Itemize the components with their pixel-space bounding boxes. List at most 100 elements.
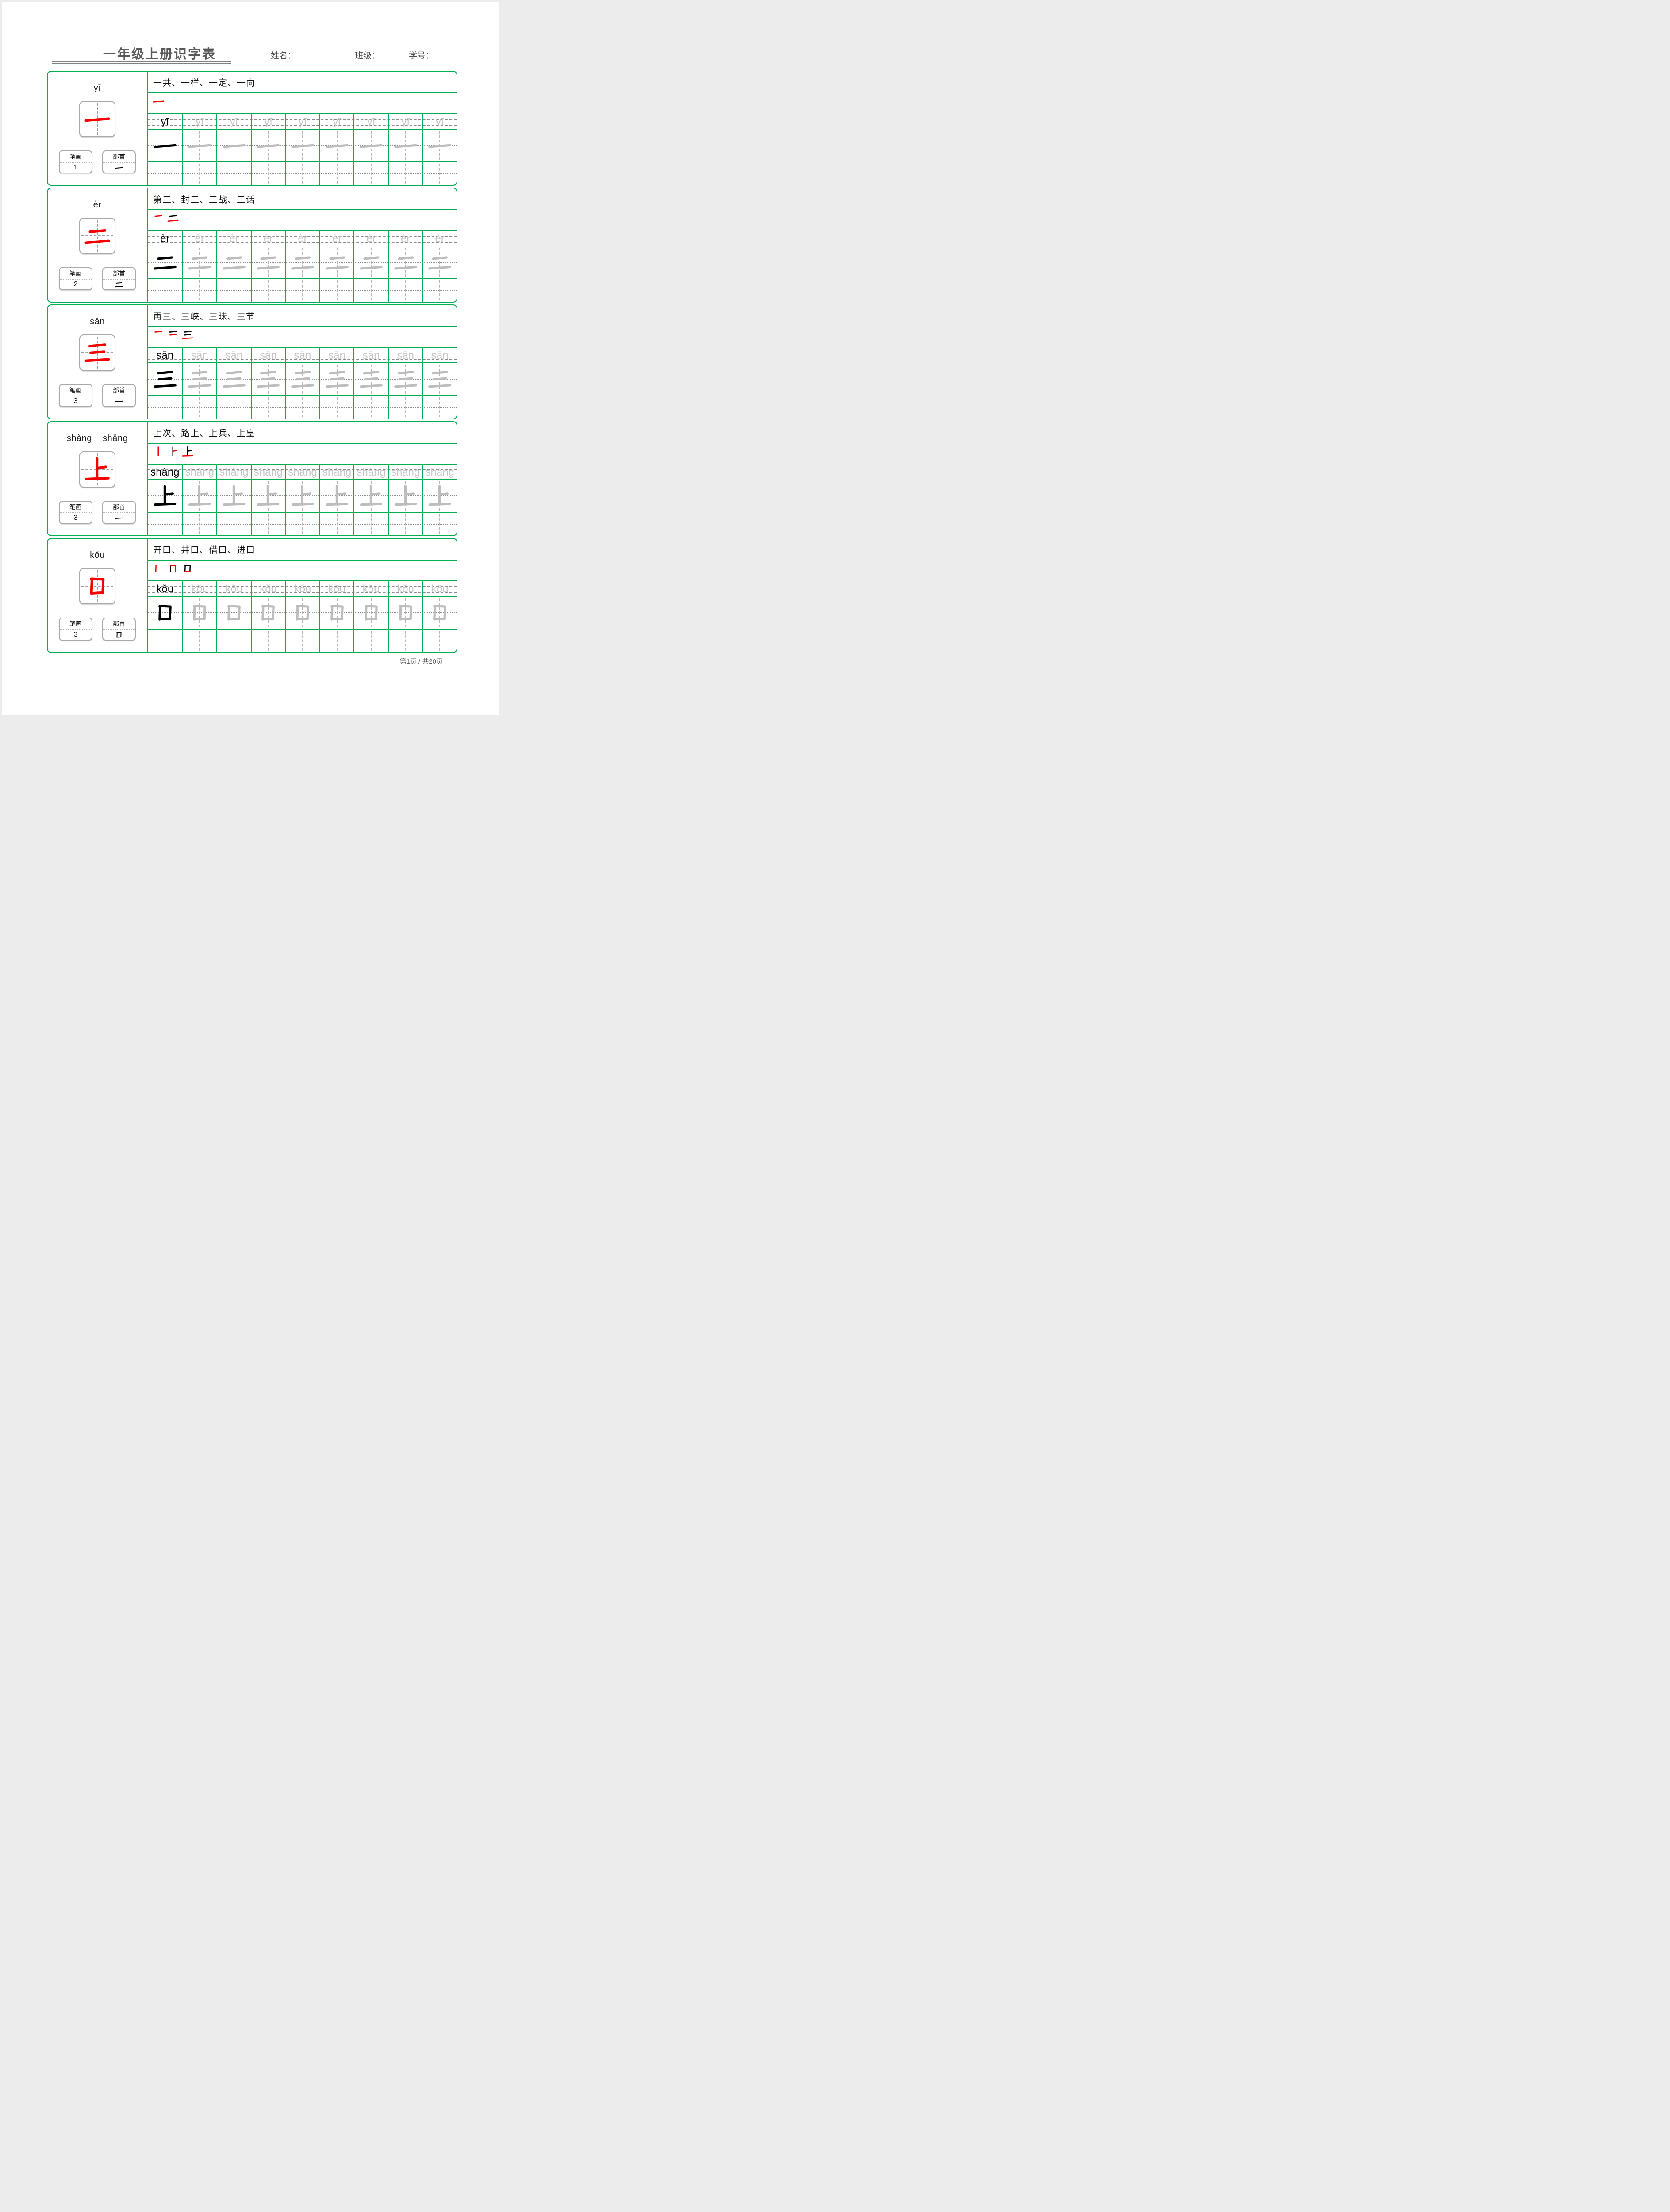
pinyin-practice-cell: yī	[216, 114, 251, 129]
pinyin-practice-cell: shàng	[150, 466, 180, 478]
page-background: 一年级上册识字表 姓名： 班级： 学号： yī	[2, 2, 499, 715]
card-summary-panel: yī 笔画 1 部首	[48, 72, 147, 185]
pinyin-practice-cell: kǒu	[216, 581, 251, 596]
box-horizontal-dash	[81, 586, 113, 587]
pinyin-practice-cell: shàng	[250, 465, 285, 479]
example-words: 第二、封二、二战、二话	[153, 195, 255, 205]
pinyin-practice-cell: sān	[250, 348, 285, 362]
card-info-row: 笔画 3 部首	[59, 384, 136, 407]
class-underline	[380, 51, 403, 61]
pinyin-practice-cell: kǒu	[156, 583, 174, 595]
blank-practice-cell	[250, 279, 285, 302]
character-box	[79, 451, 115, 488]
stroke-count-label: 笔画	[60, 502, 92, 513]
character-practice-cell	[182, 597, 217, 629]
name-underline	[296, 51, 349, 61]
card-pinyin: shàng shǎng	[66, 434, 128, 443]
character-practice-cell	[422, 246, 457, 278]
blank-practice-cell	[216, 630, 251, 652]
blank-practice-row	[148, 512, 457, 535]
character-practice-cell	[182, 246, 217, 278]
pinyin-guide-line	[148, 359, 457, 360]
blank-practice-cell	[353, 513, 388, 535]
blank-practice-cell	[250, 396, 285, 419]
card-pinyin: kǒu	[90, 550, 105, 560]
stroke-count-box: 笔画 1	[59, 150, 92, 173]
character-practice-cell	[422, 363, 457, 395]
card-practice-panel: 第二、封二、二战、二话 èr èr èr èr èr èr èr èr èr	[147, 188, 457, 302]
pinyin-practice-cell: shàng	[319, 465, 354, 479]
stroke-order-step	[152, 329, 165, 346]
blank-practice-cell	[250, 513, 285, 535]
blank-practice-cell	[148, 396, 182, 419]
pinyin-practice-cell: èr	[182, 231, 217, 246]
stroke-order-step	[152, 212, 165, 230]
pinyin-practice-cell: èr	[250, 231, 285, 246]
blank-practice-cell	[285, 396, 319, 419]
character-practice-cell	[353, 363, 388, 395]
character-card: èr 笔画 2 部首 第二、封二、二战、二话	[47, 188, 457, 303]
pinyin-practice-cell: sān	[182, 348, 217, 362]
blank-practice-cell	[388, 279, 422, 302]
pinyin-practice-row: sān sān sān sān sān sān sān sān sān	[148, 347, 457, 362]
character-practice-cell	[216, 363, 251, 395]
character-practice-cell	[250, 480, 285, 512]
blank-practice-cell	[353, 279, 388, 302]
pinyin-practice-cell: yī	[250, 114, 285, 129]
stroke-order-step	[181, 329, 195, 346]
stroke-count-label: 笔画	[60, 618, 92, 630]
character-practice-cell	[216, 130, 251, 161]
blank-practice-cell	[319, 279, 354, 302]
blank-practice-cell	[182, 513, 217, 535]
character-practice-cell	[319, 597, 354, 629]
character-practice-cell	[319, 480, 354, 512]
character-practice-cell	[353, 130, 388, 161]
character-practice-cell	[148, 597, 182, 629]
card-summary-panel: kǒu 笔画 3 部首	[48, 539, 147, 652]
radical-value	[103, 513, 135, 523]
character-practice-cell	[216, 597, 251, 629]
character-practice-cell	[319, 363, 354, 395]
pinyin-practice-cell: yī	[388, 114, 422, 129]
pinyin-practice-cell: yī	[161, 115, 169, 128]
character-practice-cell	[388, 480, 422, 512]
character-practice-cell	[285, 130, 319, 161]
pinyin-guide-line	[148, 236, 457, 237]
pinyin-practice-cell: shàng	[182, 465, 217, 479]
blank-practice-cell	[216, 279, 251, 302]
blank-practice-cell	[148, 279, 182, 302]
character-practice-cell	[250, 363, 285, 395]
character-practice-cell	[422, 480, 457, 512]
radical-value	[103, 163, 135, 173]
stroke-count-label: 笔画	[60, 385, 92, 396]
worksheet-page: 一年级上册识字表 姓名： 班级： 学号： yī	[0, 0, 501, 717]
card-practice-panel: 开口、井口、借口、进口 kǒu kǒu kǒu kǒu kǒu kǒu kǒu kǒu kǒu	[147, 539, 457, 652]
character-practice-cell	[388, 597, 422, 629]
character-practice-cell	[319, 246, 354, 278]
pinyin-guide-line	[148, 125, 457, 126]
pinyin-practice-cell: yī	[353, 114, 388, 129]
blank-practice-cell	[422, 162, 457, 185]
card-list: yī 笔画 1 部首 一共、一样、一定、一向	[47, 71, 457, 655]
radical-label: 部首	[103, 502, 135, 513]
pinyin-guide-line	[148, 586, 457, 587]
character-card: shàng shǎng 笔画 3 部首 上次、路上、上兵、上皇	[47, 421, 457, 536]
blank-practice-cell	[285, 162, 319, 185]
pinyin-practice-row: shàng shàng shàng shàng shàng shàng shàng shàng…	[148, 464, 457, 479]
pinyin-practice-cell: kǒu	[285, 581, 319, 596]
pinyin-practice-cell: kǒu	[353, 581, 388, 596]
pinyin-practice-cell: shàng	[216, 465, 251, 479]
pinyin-practice-cell: sān	[422, 348, 457, 362]
blank-practice-cell	[285, 513, 319, 535]
example-words: 开口、井口、借口、进口	[153, 545, 255, 555]
stroke-order-row	[148, 326, 457, 347]
pinyin-practice-cell: èr	[353, 231, 388, 246]
character-practice-row	[148, 246, 457, 278]
pinyin-practice-cell: yī	[182, 114, 217, 129]
character-practice-cell	[388, 363, 422, 395]
page-footer: 第1页 / 共20页	[399, 658, 443, 665]
pinyin-practice-cell: èr	[285, 231, 319, 246]
stroke-count-label: 笔画	[60, 151, 92, 163]
blank-practice-cell	[388, 162, 422, 185]
character-card: yī 笔画 1 部首 一共、一样、一定、一向	[47, 71, 457, 186]
